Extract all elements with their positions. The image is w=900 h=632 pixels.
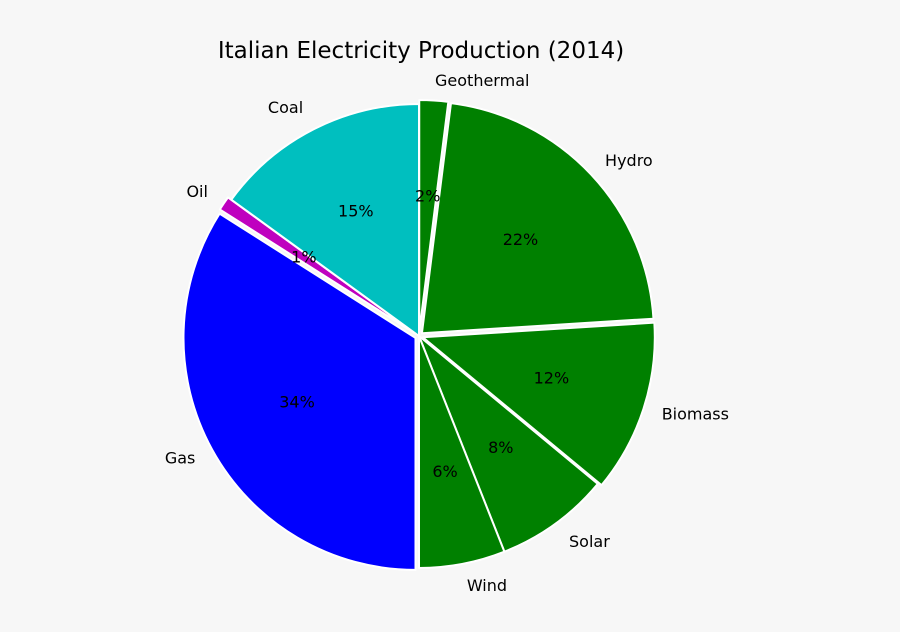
pie-slice-geothermal — [418, 99, 450, 334]
pie-slices — [182, 99, 656, 571]
pie-label-biomass: Biomass — [662, 404, 729, 423]
chart-title: Italian Electricity Production (2014) — [218, 38, 624, 64]
pie-value-label-oil: 1% — [291, 247, 316, 266]
pie-slice-oil — [218, 196, 417, 335]
pie-slice-gas — [182, 212, 417, 571]
pie-label-coal: Coal — [268, 98, 303, 117]
pie-value-label-geothermal: 2% — [415, 187, 440, 206]
pie-value-label-solar: 8% — [488, 438, 513, 457]
pie-label-wind: Wind — [467, 576, 507, 595]
pie-slice-hydro — [420, 102, 655, 335]
pie-label-oil: Oil — [186, 182, 207, 201]
pie-value-label-wind: 6% — [432, 462, 457, 481]
pie-value-label-coal: 15% — [338, 201, 374, 220]
pie-label-hydro: Hydro — [605, 151, 653, 170]
pie-label-geothermal: Geothermal — [435, 71, 529, 90]
pie-value-label-hydro: 22% — [503, 230, 539, 249]
pie-slice-biomass — [421, 321, 656, 487]
pie-value-label-biomass: 12% — [534, 369, 570, 388]
pie-value-label-gas: 34% — [279, 393, 315, 412]
pie-slice-coal — [230, 103, 420, 337]
pie-label-gas: Gas — [165, 448, 196, 467]
pie-slice-solar — [418, 335, 599, 553]
pie-label-solar: Solar — [569, 532, 610, 551]
pie-slice-wind — [418, 335, 506, 569]
pie-labels: Geothermal 2% Hydro 22% Biomass 12% Solar 8% Win… — [165, 71, 729, 595]
